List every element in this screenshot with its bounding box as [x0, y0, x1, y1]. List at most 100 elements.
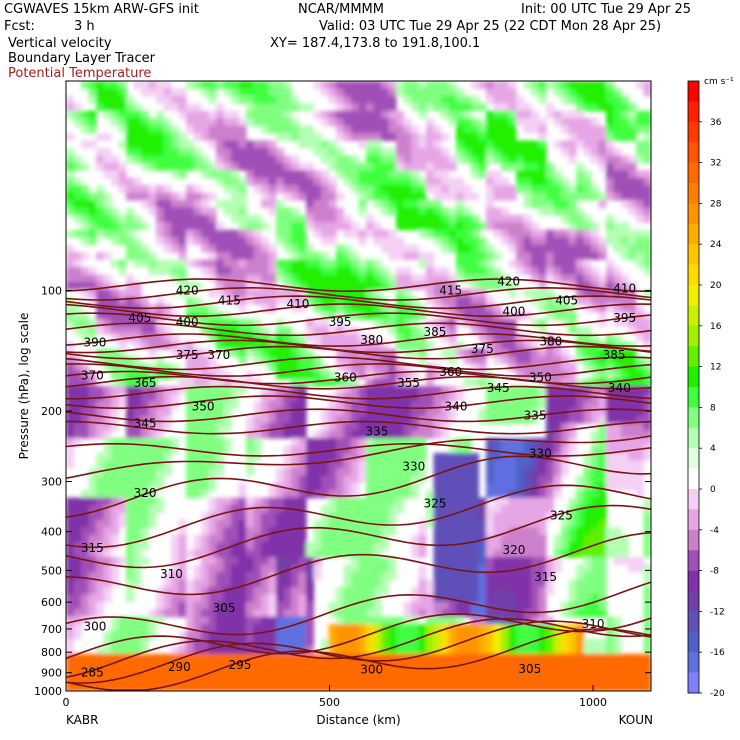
init-time: Init: 00 UTC Tue 29 Apr 25	[521, 2, 692, 17]
colorbar-swatch	[688, 162, 699, 184]
colorbar-swatch	[688, 305, 699, 327]
field-vertical-velocity: Vertical velocity	[8, 36, 112, 51]
colorbar-swatch	[688, 264, 699, 286]
colorbar-swatch	[688, 366, 699, 388]
theta-label: 310	[582, 617, 605, 631]
theta-label: 325	[550, 509, 573, 523]
theta-contour-295	[66, 617, 651, 679]
theta-label: 310	[160, 567, 183, 581]
colorbar-label: 8	[710, 403, 716, 413]
theta-label: 320	[503, 543, 526, 557]
plot-frame	[65, 80, 652, 692]
theta-contour-315	[66, 504, 651, 569]
theta-label: 300	[84, 619, 107, 633]
theta-label: 345	[134, 417, 157, 431]
theta-contour-350	[66, 395, 651, 410]
colorbar-swatch	[688, 468, 699, 490]
colorbar-frame	[687, 80, 700, 694]
theta-contour-335	[66, 443, 651, 457]
theta-contour-400	[66, 312, 651, 327]
theta-contour-330	[66, 435, 651, 479]
y-tick-label: 700	[41, 623, 62, 636]
theta-label: 340	[445, 400, 468, 414]
colorbar-swatch	[688, 203, 699, 225]
theta-contour-310	[66, 531, 651, 596]
left-endpoint-label: KABR	[66, 713, 98, 727]
theta-label: 305	[213, 601, 236, 615]
theta-label: 350	[529, 371, 552, 385]
theta-label: 390	[84, 336, 107, 350]
fcst-label: Fcst:	[4, 19, 35, 34]
theta-label: 345	[487, 381, 510, 395]
theta-contour-290	[66, 620, 651, 684]
field-boundary-layer-tracer: Boundary Layer Tracer	[8, 51, 155, 66]
theta-label: 385	[423, 325, 446, 339]
theta-label: 285	[81, 666, 104, 680]
y-tick-label: 900	[41, 667, 62, 680]
theta-label: 335	[524, 408, 547, 422]
colorbar-swatch	[688, 448, 699, 469]
theta-contour-385	[66, 339, 651, 354]
theta-label: 360	[334, 371, 357, 385]
theta-label: 290	[168, 660, 191, 674]
field-potential-temperature: Potential Temperature	[8, 66, 152, 81]
colorbar-swatch	[688, 121, 699, 143]
x-tick-label: 0	[63, 696, 70, 709]
theta-label: 420	[176, 283, 199, 297]
colorbar-swatch	[688, 570, 699, 592]
x-axis-label: Distance (km)	[316, 713, 400, 727]
colorbar-swatch	[688, 387, 699, 408]
theta-label: 370	[207, 348, 230, 362]
center-label: NCAR/MMMM	[298, 2, 384, 17]
theta-contour-340	[66, 420, 651, 435]
colorbar-label: -16	[710, 648, 725, 658]
colorbar-label: 24	[710, 240, 722, 250]
colorbar-label: 4	[710, 444, 716, 454]
theta-contour-415	[66, 286, 651, 301]
theta-label: 305	[518, 662, 541, 676]
colorbar-swatch	[688, 672, 699, 694]
x-tick-label: 1000	[579, 696, 607, 709]
theta-contour-370	[66, 363, 651, 377]
theta-label: 415	[439, 283, 462, 297]
colorbar-label: -8	[710, 567, 719, 577]
y-tick-label: 1000	[34, 685, 62, 698]
theta-label: 315	[81, 541, 104, 555]
colorbar-swatch	[688, 223, 699, 245]
theta-contour-285	[66, 628, 651, 691]
colorbar-swatch	[688, 550, 699, 571]
theta-label: 300	[360, 663, 383, 677]
theta-contour-320	[66, 484, 651, 549]
theta-contour-405	[66, 303, 651, 317]
theta-contour-labels: 285 290 295 300 305 300 305 310 310 315 315 320 320 3…	[81, 275, 636, 680]
theta-contour-410	[66, 295, 651, 310]
theta-contour-420	[66, 278, 651, 293]
y-axis-label: Pressure (hPa), log scale	[17, 313, 31, 460]
colorbar-swatch	[688, 611, 699, 633]
x-tick-label: 500	[319, 696, 340, 709]
theta-contour-300	[66, 613, 651, 660]
theta-contour-365	[66, 370, 651, 385]
colorbar-swatch	[688, 591, 699, 612]
theta-label: 395	[329, 315, 352, 329]
colorbar-label: -12	[710, 607, 725, 617]
theta-label: 355	[397, 376, 420, 390]
theta-label: 380	[360, 333, 383, 347]
y-tick-label: 100	[41, 284, 62, 297]
colorbar-swatch	[688, 325, 699, 347]
theta-contour-345	[66, 408, 651, 423]
theta-label: 400	[503, 305, 526, 319]
theta-label: 395	[613, 311, 636, 325]
colorbar-unit: cm s⁻¹	[704, 77, 734, 87]
colorbar-swatch	[688, 509, 699, 531]
y-tick-label: 500	[41, 564, 62, 577]
theta-label: 330	[402, 459, 425, 473]
theta-label: 415	[218, 294, 241, 308]
colorbar-swatch	[688, 652, 699, 673]
theta-contour-375	[66, 356, 651, 371]
theta-label: 340	[608, 381, 631, 395]
theta-contour-395	[66, 322, 651, 337]
colorbar-swatch	[688, 142, 699, 163]
